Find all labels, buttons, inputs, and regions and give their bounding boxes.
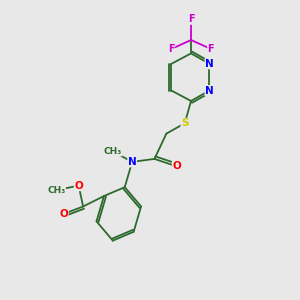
Text: N: N <box>205 85 214 96</box>
Text: N: N <box>205 59 214 69</box>
Text: CH₃: CH₃ <box>104 147 122 156</box>
Text: F: F <box>168 44 175 54</box>
Text: O: O <box>59 209 68 219</box>
Text: S: S <box>181 118 188 128</box>
Text: CH₃: CH₃ <box>47 186 65 195</box>
Text: O: O <box>74 181 83 191</box>
Text: F: F <box>188 14 194 24</box>
Text: F: F <box>208 44 214 54</box>
Text: O: O <box>172 161 181 171</box>
Text: N: N <box>128 157 136 167</box>
